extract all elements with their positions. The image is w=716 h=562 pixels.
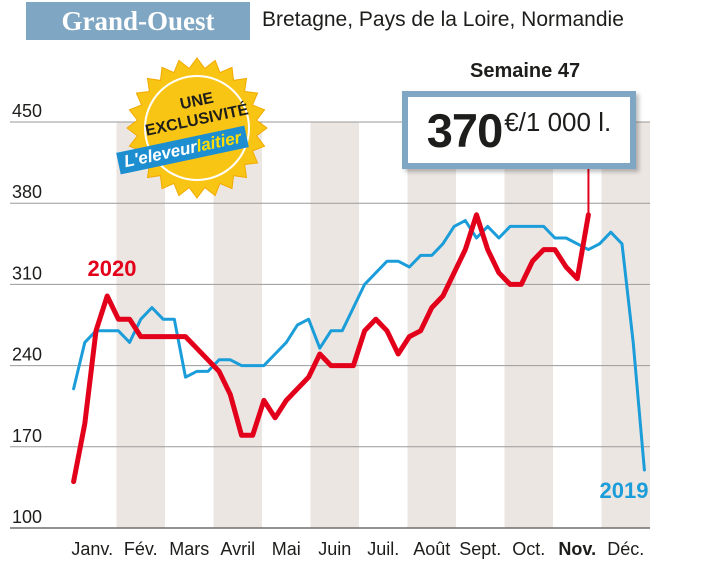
series-line-2020: [71, 212, 591, 485]
month-bands: [116, 122, 650, 528]
x-month-label: Mars: [169, 539, 209, 559]
y-tick-labels: 100 170 240 310 380 450: [12, 101, 42, 527]
x-month-labels: Janv. Fév. Mars Avril Mai Juin Juil. Août Sept. O…: [71, 539, 644, 559]
x-month-label: Fév.: [124, 539, 158, 559]
month-band: [504, 122, 553, 528]
month-band: [407, 122, 456, 528]
exclusivity-badge: UNE EXCLUSIVITÉ L'eleveurlaitier: [113, 57, 281, 199]
month-band: [116, 122, 165, 528]
gridlines: [10, 121, 650, 529]
x-month-label: Janv.: [71, 539, 113, 559]
y-tick-label: 240: [12, 345, 42, 365]
series-label-2020: 2020: [88, 256, 137, 281]
y-tick-label: 310: [12, 263, 42, 283]
y-tick-label: 450: [12, 101, 42, 121]
x-month-label: Nov.: [558, 539, 596, 559]
month-band: [213, 122, 262, 528]
price-callout-box: 370 €/1 000 l.: [402, 91, 636, 169]
price-value: 370: [426, 103, 503, 157]
series-label-2019: 2019: [600, 478, 649, 503]
x-month-label: Juin: [318, 539, 351, 559]
x-month-label: Août: [413, 539, 450, 559]
y-tick-label: 170: [12, 426, 42, 446]
price-unit: €/1 000 l.: [504, 107, 612, 137]
x-month-label: Déc.: [607, 539, 644, 559]
x-month-label: Avril: [220, 539, 255, 559]
x-month-label: Oct.: [512, 539, 545, 559]
series-line-2019: [72, 219, 646, 472]
y-tick-label: 380: [12, 182, 42, 202]
month-band: [601, 122, 650, 528]
week-label: Semaine 47: [470, 60, 581, 82]
region-subtitle: Bretagne, Pays de la Loire, Normandie: [262, 8, 624, 31]
x-month-label: Sept.: [459, 539, 501, 559]
region-title: Grand-Ouest: [26, 2, 250, 40]
x-month-label: Mai: [272, 539, 301, 559]
y-tick-label: 100: [12, 507, 42, 527]
x-month-label: Juil.: [367, 539, 399, 559]
month-band: [310, 122, 359, 528]
